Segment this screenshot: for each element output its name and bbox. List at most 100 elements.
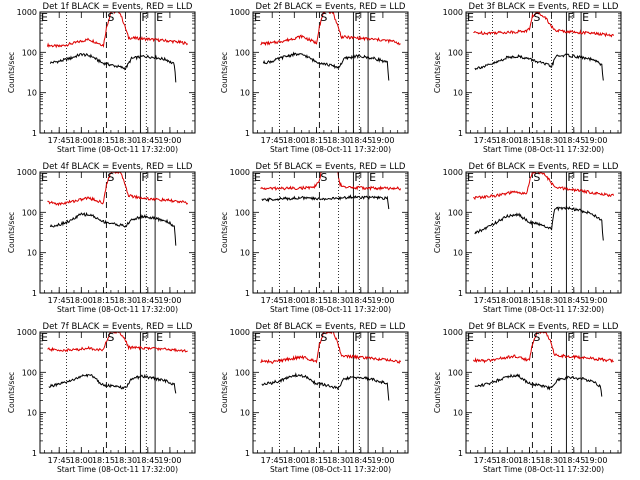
x-tick-label: 17:45	[48, 136, 71, 145]
panel-title: Det 5f BLACK = Events, RED = LLD	[256, 162, 406, 172]
x-tick-label: 17:45	[474, 296, 497, 305]
x-tick-label: 18:15	[305, 136, 328, 145]
marker-label: F	[141, 11, 147, 24]
panel-2: 1 10 100 1000 17:45 18:00 18:15 18:30 18:45 19:00…	[220, 2, 409, 154]
series-line	[474, 53, 604, 81]
y-tick-label: 10	[27, 409, 37, 418]
plot-frame	[39, 11, 196, 134]
y-tick-label: 1	[245, 289, 250, 298]
x-tick-label: 18:30	[327, 296, 350, 305]
marker-label: F	[567, 11, 573, 24]
series-lld	[47, 172, 189, 207]
plot-frame	[252, 11, 409, 134]
x-axis-label: Start Time (08-Oct-11 17:32:00)	[270, 465, 391, 474]
x-tick-label: 18:15	[518, 136, 541, 145]
series-line	[262, 51, 390, 81]
y-tick-label: 100	[22, 208, 37, 217]
x-tick-label: 18:30	[327, 136, 350, 145]
y-tick-label: 100	[235, 48, 250, 57]
series-events	[49, 211, 177, 246]
y-tick-label: 1000	[230, 168, 250, 177]
x-tick-label: 19:00	[158, 136, 181, 145]
series-lld	[47, 332, 188, 353]
marker-label: S	[533, 11, 540, 24]
marker-label: S	[320, 11, 327, 24]
y-tick-label: 1	[245, 129, 250, 138]
x-tick-label: 19:00	[584, 296, 607, 305]
marker-label: S	[107, 11, 114, 24]
series-events	[474, 53, 604, 81]
marker-label: S	[320, 171, 327, 184]
series-lld	[472, 332, 614, 364]
y-axis-label: Counts/sec	[433, 372, 442, 413]
panel-title: Det 1f BLACK = Events, RED = LLD	[43, 2, 193, 12]
plot-frame	[465, 171, 622, 294]
x-tick-label: 18:45	[136, 136, 159, 145]
x-tick-label: 18:00	[283, 136, 306, 145]
series-line	[473, 172, 615, 201]
y-tick-label: 10	[453, 249, 463, 258]
y-tick-label: 100	[448, 368, 463, 377]
x-tick-label: 18:30	[327, 456, 350, 465]
y-axis-label: Counts/sec	[220, 372, 229, 413]
series-events	[474, 204, 604, 241]
x-tick-label: 18:15	[518, 456, 541, 465]
x-tick-label: 18:45	[349, 296, 372, 305]
y-tick-label: 100	[22, 368, 37, 377]
y-axis-label: Counts/sec	[7, 52, 16, 93]
x-tick-label: 18:45	[136, 296, 159, 305]
x-tick-label: 18:45	[349, 136, 372, 145]
x-tick-label: 18:45	[562, 456, 585, 465]
x-tick-label: 18:30	[114, 456, 137, 465]
plot-frame	[465, 11, 622, 134]
x-tick-label: 18:45	[562, 296, 585, 305]
marker-label: E	[254, 11, 261, 24]
y-tick-label: 1000	[230, 328, 250, 337]
x-tick-label: 18:30	[540, 136, 563, 145]
series-line	[47, 332, 188, 353]
marker-label: S	[107, 331, 114, 344]
y-tick-label: 1	[245, 449, 250, 458]
marker-label: E	[582, 11, 589, 24]
panel-6: 1 10 100 1000 17:45 18:00 18:15 18:30 18:45 19:00…	[433, 162, 622, 314]
y-axis-label: Counts/sec	[220, 212, 229, 253]
series-events	[48, 373, 177, 394]
y-tick-label: 1000	[443, 8, 463, 17]
series-line	[474, 204, 604, 241]
x-axis-label: Start Time (08-Oct-11 17:32:00)	[483, 465, 604, 474]
y-tick-label: 1	[32, 129, 37, 138]
x-tick-label: 18:00	[70, 296, 93, 305]
series-line	[260, 332, 402, 365]
marker-label: E	[369, 11, 376, 24]
panel-8: 1 10 100 1000 17:45 18:00 18:15 18:30 18:45 19:00…	[220, 322, 409, 474]
x-tick-label: 19:00	[371, 456, 394, 465]
y-axis-label: Counts/sec	[7, 372, 16, 413]
panel-title: Det 9f BLACK = Events, RED = LLD	[469, 322, 619, 332]
y-tick-label: 1	[458, 449, 463, 458]
series-events	[261, 372, 390, 401]
marker-label: E	[156, 171, 163, 184]
marker-label: E	[41, 11, 48, 24]
marker-label: F	[567, 171, 573, 184]
marker-label: E	[41, 171, 48, 184]
x-tick-label: 18:00	[496, 456, 519, 465]
x-tick-label: 18:45	[349, 456, 372, 465]
x-tick-label: 18:45	[136, 456, 159, 465]
plot-frame	[465, 331, 622, 454]
x-tick-label: 19:00	[371, 296, 394, 305]
series-line	[47, 172, 189, 207]
x-tick-label: 19:00	[584, 136, 607, 145]
series-events	[49, 52, 177, 83]
marker-label: S	[107, 171, 114, 184]
series-events	[262, 51, 390, 81]
series-line	[260, 12, 401, 47]
y-tick-label: 1000	[230, 8, 250, 17]
panel-9: 1 10 100 1000 17:45 18:00 18:15 18:30 18:45 19:00…	[433, 322, 622, 474]
marker-label: F	[141, 331, 147, 344]
x-axis-label: Start Time (08-Oct-11 17:32:00)	[57, 465, 178, 474]
y-tick-label: 10	[240, 409, 250, 418]
marker-label: E	[467, 331, 474, 344]
series-line	[472, 332, 614, 364]
y-tick-label: 100	[235, 368, 250, 377]
